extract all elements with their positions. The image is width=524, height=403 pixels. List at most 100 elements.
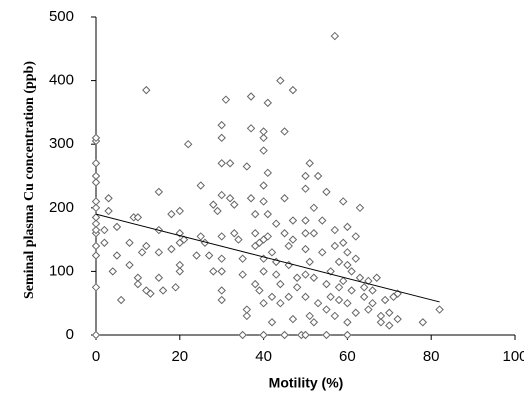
point (301, 184, 310, 193)
point (238, 270, 247, 279)
x-tick-label: 80 (423, 348, 440, 365)
point (343, 298, 352, 308)
point (259, 181, 268, 190)
point (263, 168, 272, 178)
point (179, 235, 189, 244)
point (259, 298, 268, 308)
point (112, 222, 122, 232)
point (91, 133, 101, 143)
point (230, 200, 239, 209)
point (246, 194, 256, 203)
point (380, 295, 390, 305)
point (175, 206, 185, 216)
point (309, 318, 319, 327)
point (217, 232, 226, 241)
point (246, 124, 256, 133)
point (104, 194, 113, 203)
point (330, 241, 340, 251)
point (125, 260, 134, 270)
point (242, 162, 252, 171)
point (326, 292, 335, 302)
point (339, 197, 348, 206)
point (280, 330, 289, 340)
point (284, 292, 293, 302)
point (263, 232, 272, 241)
point (309, 273, 319, 282)
point (217, 295, 226, 305)
point (204, 251, 214, 260)
point (116, 295, 126, 305)
x-axis-label: Motility (%) (269, 375, 344, 391)
point (259, 330, 268, 340)
point (154, 248, 164, 257)
point (146, 289, 155, 298)
point (309, 203, 319, 213)
point (192, 251, 201, 260)
point (142, 241, 151, 251)
point (305, 159, 314, 168)
point (251, 279, 260, 289)
point (91, 203, 101, 213)
point (196, 181, 205, 190)
point (393, 314, 402, 324)
point (292, 283, 302, 292)
point (217, 254, 226, 263)
y-tick-label: 0 (66, 326, 74, 343)
point (100, 225, 109, 235)
point (91, 197, 101, 206)
point (339, 276, 348, 286)
point (234, 235, 243, 244)
point (292, 273, 302, 282)
point (167, 209, 176, 219)
x-tick-label: 20 (171, 348, 188, 365)
point (330, 31, 340, 41)
point (305, 257, 314, 267)
point (217, 120, 226, 130)
point (355, 273, 365, 282)
point (288, 85, 298, 95)
y-tick-label: 500 (49, 8, 74, 25)
point (334, 295, 344, 305)
point (255, 286, 264, 295)
point (288, 314, 298, 324)
point (309, 229, 319, 238)
point (343, 330, 352, 340)
point (91, 178, 101, 187)
point (263, 98, 272, 108)
point (221, 95, 231, 104)
point (418, 318, 428, 327)
x-tick-label: 0 (92, 348, 100, 365)
point (351, 308, 360, 317)
point (313, 298, 323, 308)
point (242, 311, 252, 321)
point (343, 222, 352, 232)
point (343, 248, 352, 257)
point (259, 133, 268, 143)
point (318, 216, 327, 225)
point (209, 200, 218, 209)
point (213, 206, 222, 216)
point (301, 216, 310, 225)
point (259, 146, 268, 155)
point (322, 305, 331, 314)
point (259, 267, 268, 276)
point (225, 159, 235, 168)
point (133, 279, 143, 289)
point (225, 194, 235, 203)
point (91, 159, 101, 168)
y-tick-label: 400 (49, 72, 74, 89)
point (271, 270, 281, 279)
point (334, 257, 344, 267)
point (301, 270, 310, 279)
point (217, 286, 226, 295)
point (364, 305, 373, 314)
point (91, 171, 101, 181)
y-tick-label: 100 (49, 262, 74, 279)
point (301, 330, 310, 340)
point (217, 190, 226, 200)
point (91, 241, 101, 251)
point (347, 267, 356, 276)
point (339, 238, 348, 247)
point (217, 133, 226, 143)
point (271, 219, 281, 228)
